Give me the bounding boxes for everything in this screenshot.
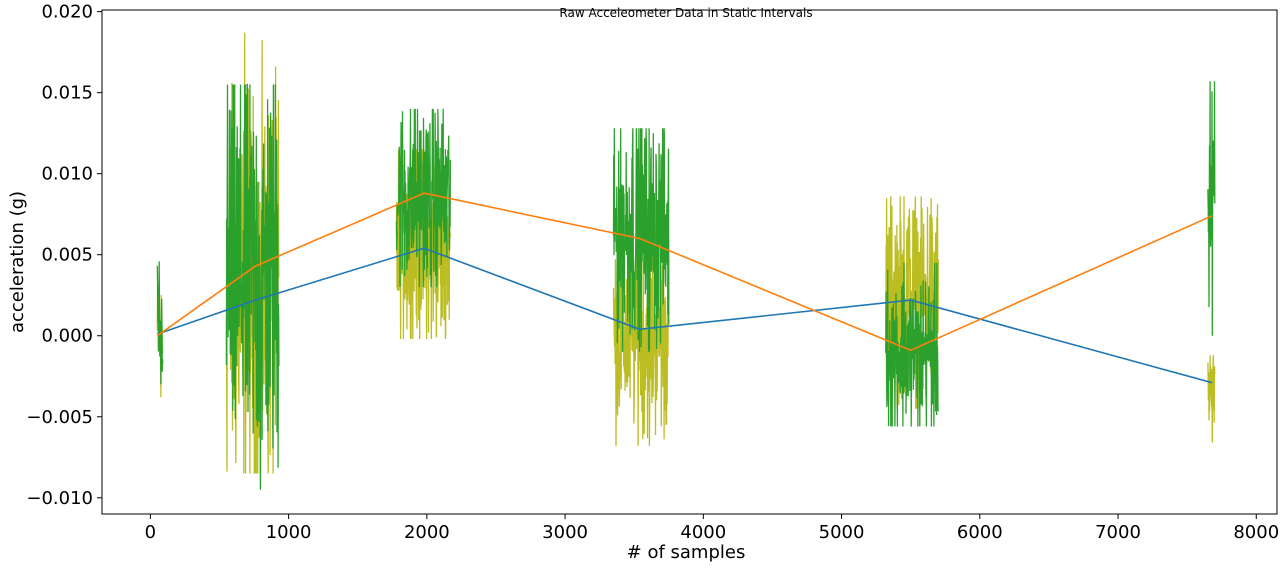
noise-green-segment-1 [225, 83, 280, 490]
noise-green-segment-5 [1207, 81, 1216, 336]
x-tick-label: 3000 [542, 522, 588, 543]
x-tick-label: 1000 [266, 522, 312, 543]
x-tick-label: 6000 [957, 522, 1003, 543]
y-tick-label: −0.010 [26, 488, 93, 509]
line-layer [156, 192, 1213, 384]
y-tick-label: 0.000 [41, 326, 93, 347]
y-tick-label: 0.010 [41, 164, 93, 185]
noise-olive-segment-5 [1207, 355, 1216, 443]
y-tick-label: 0.015 [41, 83, 93, 104]
x-tick-label: 2000 [404, 522, 450, 543]
x-tick-label: 0 [145, 522, 156, 543]
plot-area [102, 10, 1277, 514]
series-blue-line [157, 247, 1213, 384]
x-axis: 0 1000 2000 3000 4000 5000 6000 7000 8000 [145, 514, 1279, 543]
y-axis-label: acceleration (g) [7, 191, 28, 333]
y-axis: −0.010 −0.005 0.000 0.005 0.010 0.015 0.020 [26, 2, 102, 509]
x-tick-label: 7000 [1095, 522, 1141, 543]
x-tick-label: 4000 [680, 522, 726, 543]
noise-layer [156, 32, 1216, 490]
chart-title: Raw Acceleometer Data in Static Interval… [559, 6, 812, 20]
plot-frame [101, 9, 1278, 515]
noise-green-segment-3 [612, 128, 670, 352]
y-tick-label: −0.005 [26, 407, 93, 428]
x-axis-label: # of samples [627, 542, 746, 563]
noise-green-segment-0 [156, 261, 164, 385]
series-orange-line [156, 192, 1213, 352]
x-tick-label: 5000 [819, 522, 865, 543]
noise-green-segment-4 [885, 262, 939, 427]
x-tick-label: 8000 [1233, 522, 1279, 543]
y-tick-label: 0.020 [41, 2, 93, 23]
y-tick-label: 0.005 [41, 245, 93, 266]
